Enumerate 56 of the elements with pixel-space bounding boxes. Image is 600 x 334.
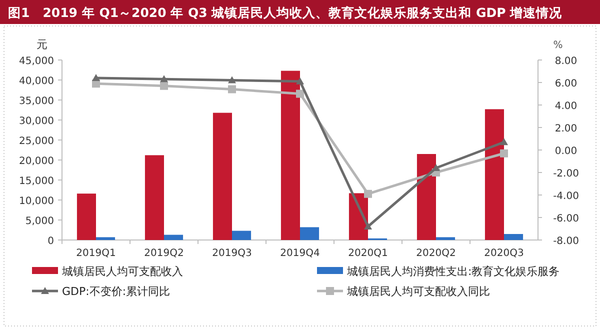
- y2-tick-label: -6.00: [553, 214, 579, 224]
- point: [160, 82, 168, 90]
- bar: [212, 112, 232, 240]
- bar: [300, 227, 320, 240]
- y-tick-label: 20,000: [19, 156, 54, 167]
- y-tick-label: 35,000: [19, 96, 54, 107]
- y-tick-label: 25,000: [19, 136, 54, 147]
- y2-axis-title: %: [553, 40, 563, 51]
- point: [500, 138, 508, 146]
- point: [432, 164, 440, 171]
- point: [364, 222, 372, 230]
- bar: [164, 234, 184, 240]
- point: [296, 90, 304, 98]
- point: [160, 75, 168, 82]
- x-tick-label: 2020Q3: [484, 248, 524, 259]
- bar: [280, 70, 300, 240]
- bar: [96, 237, 116, 240]
- bar: [416, 154, 436, 240]
- x-tick-label: 2019Q1: [76, 248, 116, 259]
- point: [500, 149, 508, 158]
- y2-tick-label: 6.00: [554, 78, 578, 90]
- point: [92, 74, 100, 81]
- x-tick-label: 2020Q2: [416, 248, 456, 259]
- bar: [484, 109, 504, 240]
- legend-label: 城镇居民人均可支配收入: [61, 265, 183, 278]
- y2-tick-label: 4.00: [554, 101, 578, 112]
- y-tick-label: 5,000: [25, 216, 54, 227]
- bar: [504, 234, 524, 240]
- chart-title: 图1 2019 年 Q1～2020 年 Q3 城镇居民人均收入、教育文化娱乐服务支出和 GDP 增速情况: [8, 5, 564, 20]
- bar: [232, 230, 252, 240]
- y-tick-label: 0: [48, 236, 54, 247]
- y-axis-title: 元: [36, 38, 48, 51]
- x-tick-label: 2020Q1: [348, 248, 388, 259]
- x-tick-label: 2019Q4: [280, 248, 320, 259]
- point: [364, 190, 372, 198]
- y-tick-label: 30,000: [19, 116, 54, 127]
- y2-tick-label: 2.00: [554, 124, 578, 134]
- y2-tick-label: -2.00: [553, 168, 579, 180]
- point: [296, 77, 304, 84]
- y-tick-label: 45,000: [19, 56, 54, 67]
- y-tick-label: 40,000: [19, 76, 54, 87]
- point: [228, 85, 236, 94]
- y2-tick-label: -8.00: [553, 236, 579, 247]
- bar: [436, 237, 456, 240]
- y2-tick-label: 8.00: [554, 56, 578, 67]
- y-tick-label: 15,000: [19, 176, 54, 187]
- y-tick-label: 10,000: [19, 196, 54, 207]
- x-tick-label: 2019Q2: [144, 248, 184, 259]
- legend-label: GDP:不变价:累计同比: [62, 285, 170, 298]
- bar: [144, 155, 164, 240]
- legend-label: 城镇居民人均可支配收入同比: [346, 285, 490, 298]
- point: [228, 76, 236, 84]
- bar: [76, 194, 96, 240]
- y2-tick-label: 0.00: [554, 146, 578, 157]
- x-tick-label: 2019Q3: [212, 248, 252, 259]
- y2-tick-label: -4.00: [553, 191, 579, 202]
